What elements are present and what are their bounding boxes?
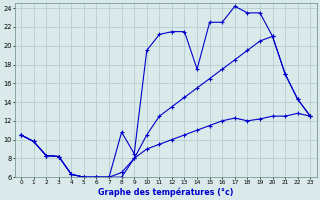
X-axis label: Graphe des températures (°c): Graphe des températures (°c) bbox=[98, 187, 233, 197]
